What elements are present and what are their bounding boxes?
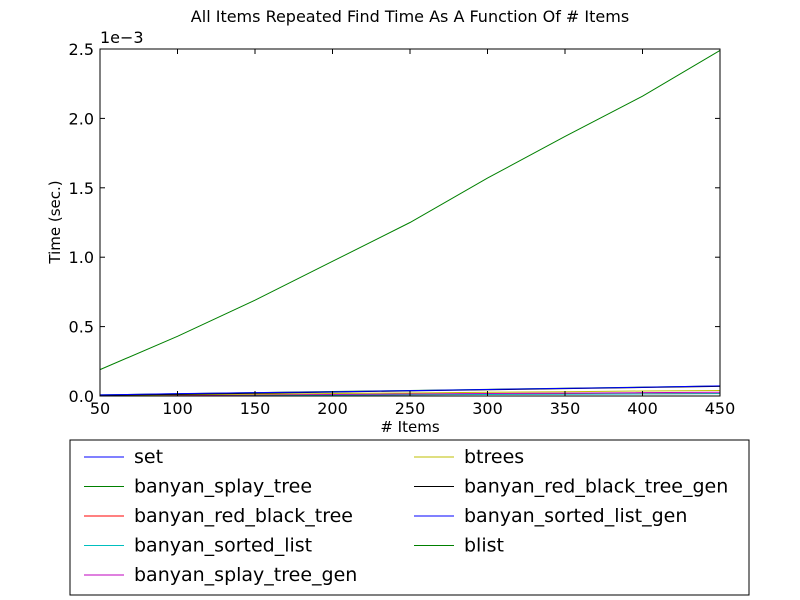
legend-label: banyan_sorted_list_gen [464,505,687,527]
legend-items: set banyan_splay_tree banyan_red_black_tre… [84,446,728,586]
x-tick-label: 350 [550,399,581,418]
ticks-layer: 50 100 150 200 250 300 350 400 450 0.0 0.5 1.0 1.5 2.… [69,40,736,418]
plot-area: 50 100 150 200 250 300 350 400 450 0.0 0.5 1.0 1.5 2.… [69,40,736,418]
x-tick-label: 200 [317,399,348,418]
legend: set banyan_splay_tree banyan_red_black_tre… [69,439,750,596]
legend-label: banyan_sorted_list [134,535,312,557]
legend-label: banyan_red_black_tree_gen [464,476,728,498]
y-tick-label: 0.5 [69,318,94,337]
series-line-banyan-sorted-list-gen [99,385,721,396]
legend-frame [69,439,750,596]
series-line-blist [99,49,721,371]
y-tick-label: 2.0 [69,109,94,128]
legend-label: btrees [464,446,524,468]
x-axis-label: # Items [380,418,439,436]
chart-title: All Items Repeated Find Time As A Functi… [191,7,629,26]
x-tick-label: 100 [162,399,193,418]
series-layer [99,49,721,397]
y-tick-label: 0.0 [69,387,94,406]
y-tick-label: 2.5 [69,40,94,59]
y-tick-label: 1.5 [69,179,94,198]
x-tick-label: 150 [240,399,271,418]
legend-label: banyan_red_black_tree [134,505,353,527]
x-tick-label: 250 [395,399,426,418]
y-axis-label: Time (sec.) [46,180,64,264]
legend-label: banyan_splay_tree [134,476,312,498]
x-tick-label: 450 [705,399,736,418]
y-scale-label: 1e−3 [100,28,144,47]
legend-label: banyan_splay_tree_gen [134,564,357,586]
legend-label: set [134,446,163,468]
x-tick-label: 300 [472,399,503,418]
x-tick-label: 50 [90,399,110,418]
legend-label: blist [464,535,504,557]
x-tick-label: 400 [627,399,658,418]
y-tick-label: 1.0 [69,248,94,267]
